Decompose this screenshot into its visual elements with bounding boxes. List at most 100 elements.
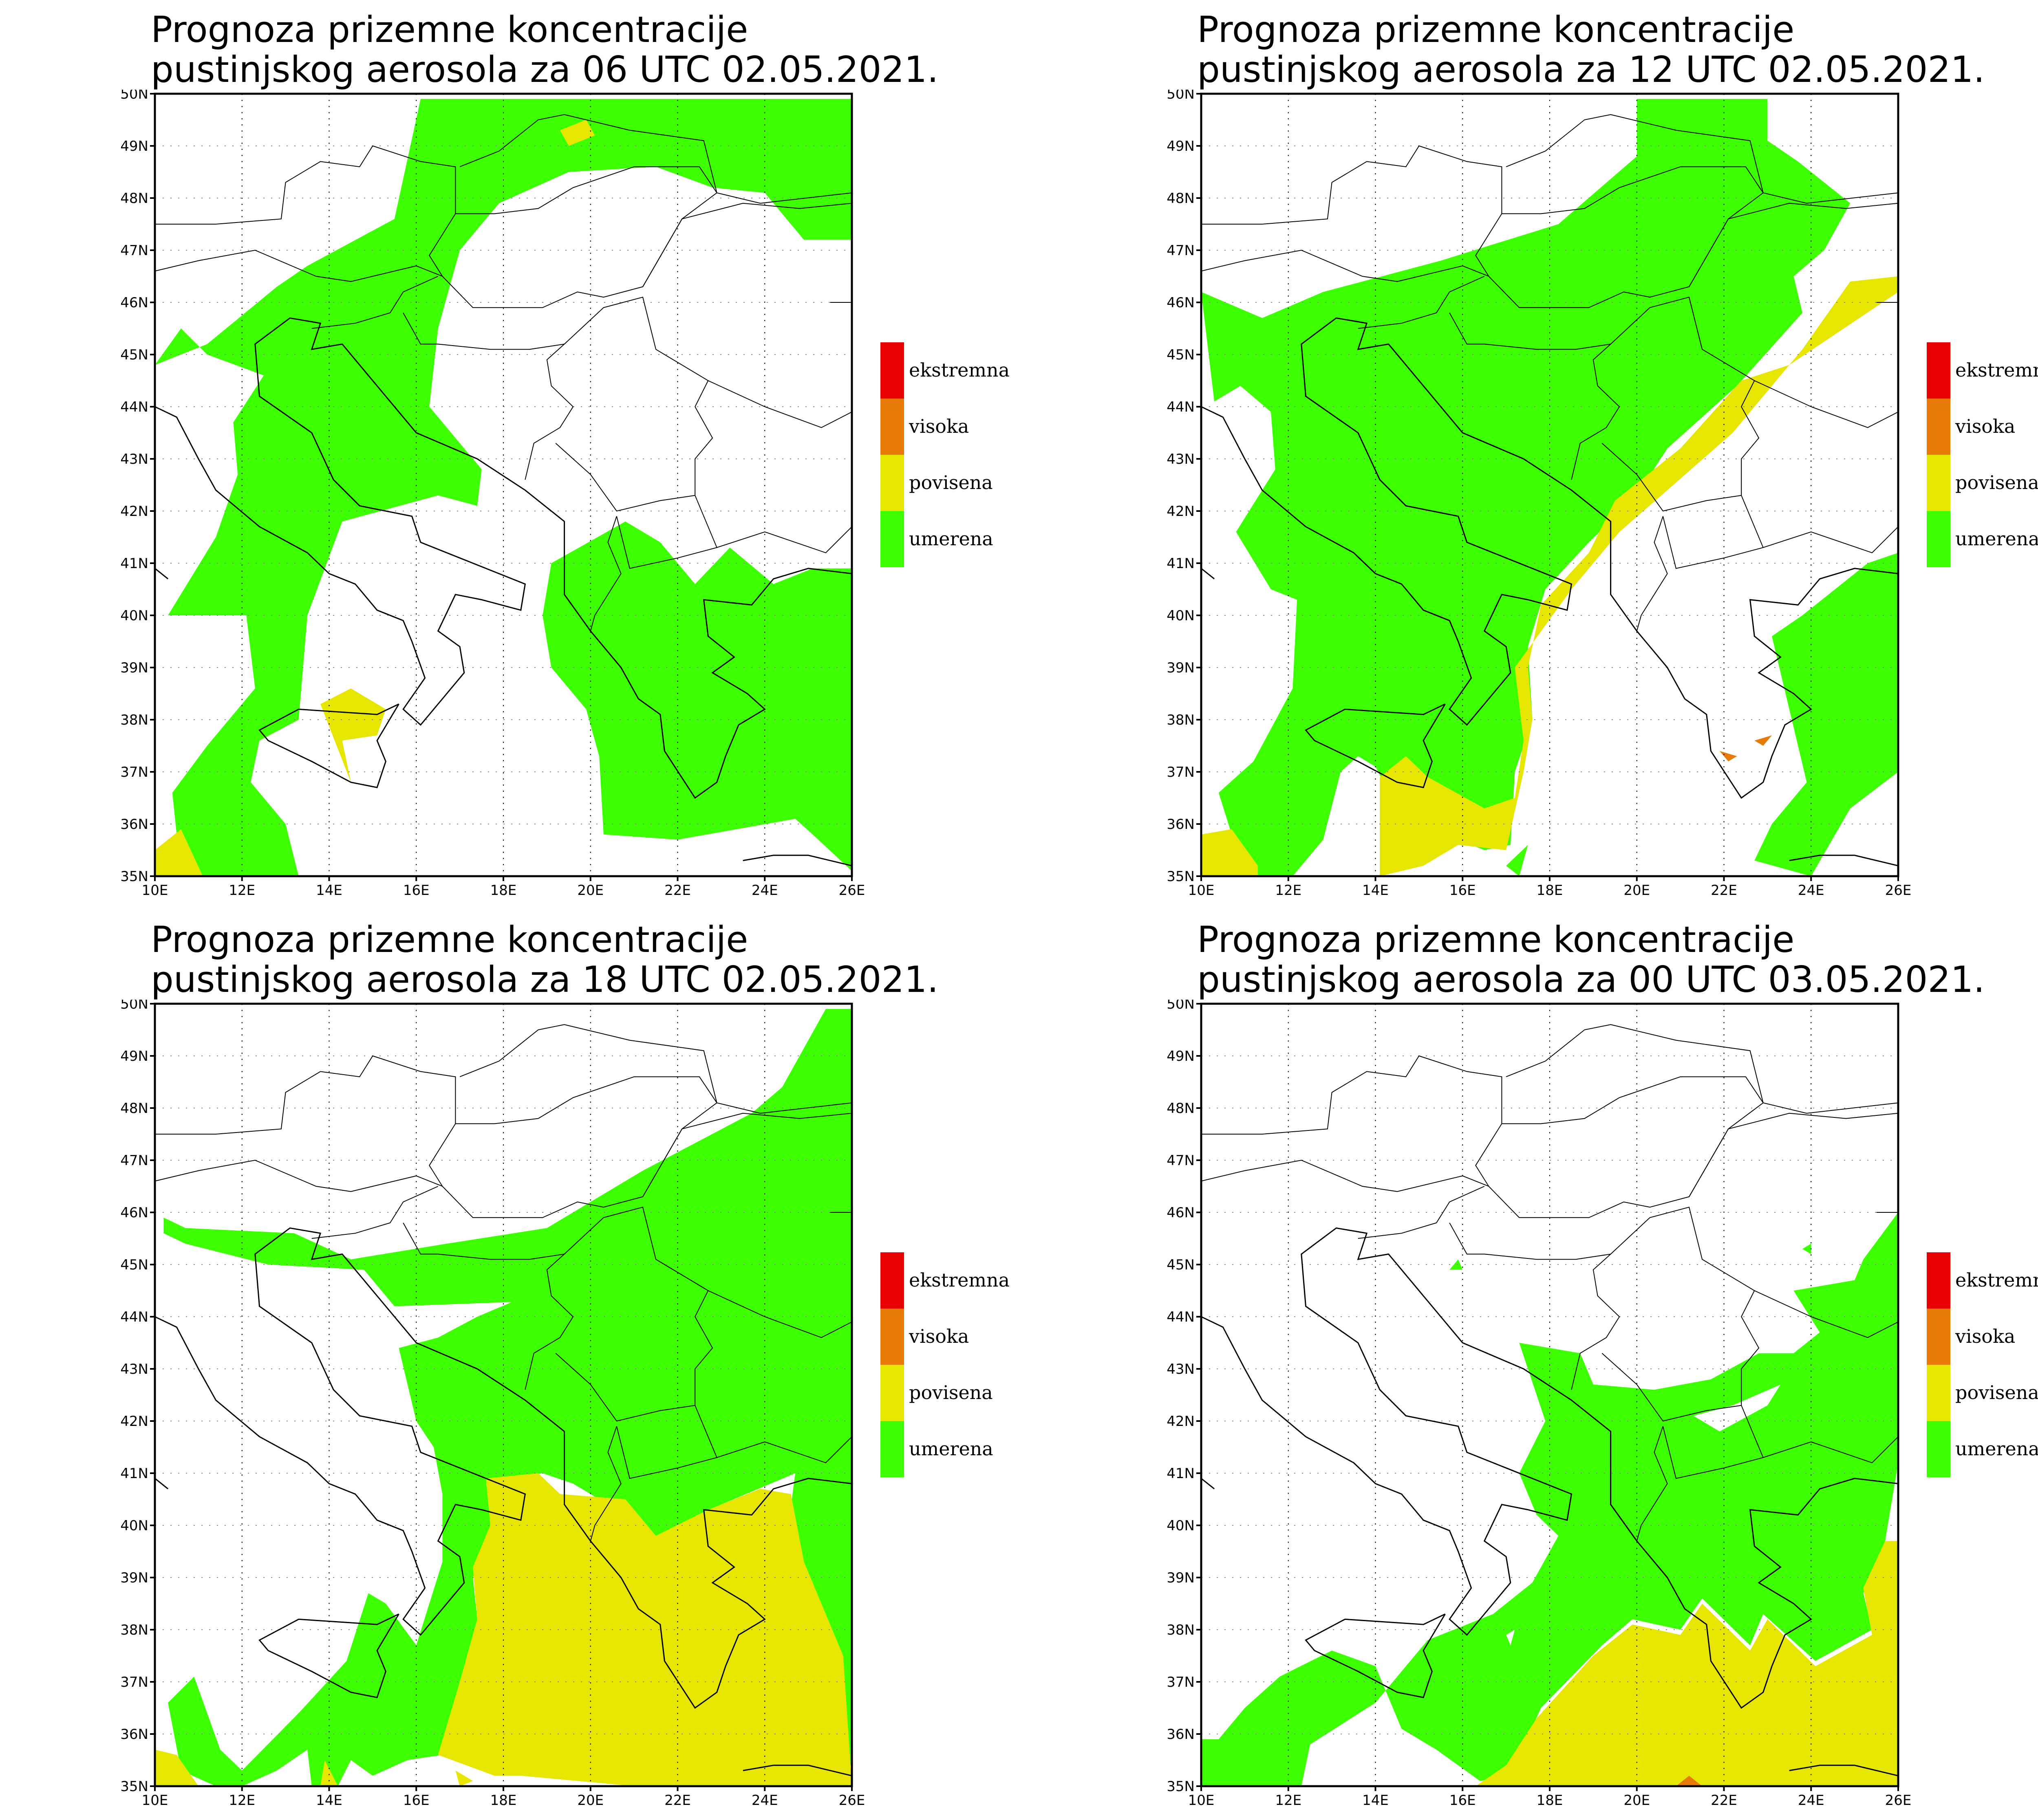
- concentration-region-visoka: [1754, 735, 1772, 746]
- country-border: [1201, 1076, 1764, 1218]
- legend-label-umerena: umerena: [1955, 1438, 2038, 1460]
- legend-swatch-ekstremna: [880, 1252, 904, 1309]
- legend: ekstremna visoka povisena umerena: [1927, 1252, 2038, 1477]
- lat-tick-label: 39N: [1167, 1570, 1195, 1586]
- country-border: [1636, 1426, 1668, 1541]
- lon-tick-label: 26E: [839, 882, 865, 899]
- legend-label-visoka: visoka: [1955, 415, 2015, 437]
- country-border: [1506, 114, 1764, 193]
- lat-tick-label: 47N: [1167, 1152, 1195, 1169]
- title-line-1: Prognoza prizemne koncentracije: [1197, 919, 1795, 961]
- lat-tick-label: 46N: [1167, 1205, 1195, 1221]
- title-line-2: pustinjskog aerosola za 06 UTC 02.05.202…: [151, 48, 939, 90]
- lat-tick-label: 46N: [1167, 295, 1195, 311]
- lon-tick-label: 10E: [142, 1792, 168, 1809]
- lat-tick-label: 35N: [1167, 1778, 1195, 1795]
- country-border: [1449, 1223, 1620, 1390]
- lat-tick-label: 39N: [120, 1570, 148, 1586]
- lon-tick-label: 14E: [316, 882, 342, 899]
- country-border: [459, 1024, 717, 1103]
- country-border: [403, 1223, 574, 1390]
- panel-title: Prognoza prizemne koncentracije pustinjs…: [1197, 9, 1985, 90]
- coastline: [1789, 855, 1898, 866]
- lon-tick-label: 26E: [839, 1792, 865, 1809]
- concentration-region-povisena: [438, 1473, 852, 1786]
- lon-tick-label: 24E: [1798, 882, 1824, 899]
- lat-tick-label: 49N: [120, 1048, 148, 1064]
- legend-swatch-visoka: [880, 1309, 904, 1365]
- lat-tick-label: 47N: [120, 1152, 148, 1169]
- panel-00utc: Prognoza prizemne koncentracije pustinjs…: [1046, 910, 2038, 1820]
- legend-label-visoka: visoka: [909, 1325, 969, 1347]
- legend: ekstremna visoka povisena umerena: [880, 342, 1010, 567]
- lat-tick-label: 44N: [120, 1309, 148, 1325]
- country-border: [1689, 203, 1898, 287]
- lat-tick-label: 45N: [120, 347, 148, 363]
- lat-tick-label: 40N: [1167, 608, 1195, 624]
- panel-18utc: Prognoza prizemne koncentracije pustinjs…: [0, 910, 1046, 1820]
- coastline: [743, 1765, 852, 1776]
- country-border: [717, 1102, 852, 1114]
- title-line-2: pustinjskog aerosola za 00 UTC 03.05.202…: [1197, 958, 1985, 1000]
- concentration-region-povisena: [1380, 99, 1898, 876]
- legend-swatch-visoka: [880, 399, 904, 455]
- lon-tick-label: 12E: [229, 1792, 255, 1809]
- lon-tick-label: 12E: [1275, 882, 1301, 899]
- lat-tick-label: 42N: [120, 1413, 148, 1430]
- lat-tick-label: 46N: [120, 1205, 148, 1221]
- lon-tick-label: 24E: [1798, 1792, 1824, 1809]
- legend: ekstremna visoka povisena umerena: [1927, 342, 2038, 567]
- lon-tick-label: 18E: [1537, 1792, 1563, 1809]
- concentration-region-umerena: [155, 99, 852, 876]
- clear-region: [1693, 1384, 1781, 1432]
- country-border: [590, 516, 622, 631]
- lat-tick-label: 43N: [1167, 1361, 1195, 1377]
- lon-tick-label: 22E: [664, 882, 691, 899]
- lat-tick-label: 35N: [120, 1778, 148, 1795]
- lat-tick-label: 44N: [1167, 1309, 1195, 1325]
- lon-tick-label: 20E: [577, 882, 604, 899]
- lon-tick-label: 26E: [1885, 1792, 1912, 1809]
- map-layers: [155, 94, 852, 876]
- concentration-region-umerena: [1449, 1259, 1463, 1270]
- lon-tick-label: 16E: [1449, 882, 1476, 899]
- legend-swatch-povisena: [1927, 1365, 1950, 1421]
- country-border: [555, 1206, 713, 1422]
- legend-label-povisena: povisena: [1955, 1382, 2038, 1404]
- legend-label-umerena: umerena: [909, 528, 993, 550]
- lat-tick-label: 39N: [1167, 660, 1195, 676]
- country-border: [1449, 313, 1620, 480]
- lon-tick-label: 10E: [1188, 1792, 1215, 1809]
- country-border: [1763, 1436, 1898, 1463]
- lon-tick-label: 14E: [316, 1792, 342, 1809]
- lat-tick-label: 38N: [1167, 1622, 1195, 1638]
- lat-tick-label: 42N: [1167, 1413, 1195, 1430]
- concentration-region-umerena: [543, 521, 852, 871]
- concentration-region-povisena: [155, 1749, 199, 1786]
- legend-label-povisena: povisena: [909, 1382, 993, 1404]
- country-border: [616, 1405, 718, 1479]
- concentration-region-visoka: [1676, 1776, 1703, 1786]
- legend-swatch-visoka: [1927, 399, 1950, 455]
- lat-tick-label: 35N: [1167, 868, 1195, 885]
- lat-tick-label: 50N: [120, 90, 148, 102]
- legend-swatch-povisena: [880, 455, 904, 511]
- coastline: [155, 1227, 852, 1709]
- title-line-1: Prognoza prizemne koncentracije: [151, 919, 748, 961]
- country-border: [1662, 495, 1764, 569]
- panel-06utc: Prognoza prizemne koncentracije pustinjs…: [0, 0, 1046, 910]
- title-line-1: Prognoza prizemne koncentracije: [1197, 9, 1795, 51]
- forecast-map: 50N 49N 48N 47N 46N 45N 44N 43N 42N 41N 40N 39N 38N 3…: [1167, 90, 1911, 899]
- concentration-region-umerena: [1201, 99, 1851, 876]
- country-border: [155, 145, 456, 277]
- coastline: [1201, 1478, 1215, 1489]
- map-layers: [155, 1004, 852, 1786]
- lat-tick-label: 41N: [120, 555, 148, 572]
- legend: ekstremna visoka povisena umerena: [880, 1252, 1010, 1477]
- lon-tick-label: 16E: [1449, 1792, 1476, 1809]
- lon-tick-label: 12E: [229, 882, 255, 899]
- lon-tick-label: 10E: [142, 882, 168, 899]
- lat-tick-label: 37N: [120, 764, 148, 780]
- country-border: [1601, 1206, 1760, 1422]
- country-border: [708, 380, 852, 428]
